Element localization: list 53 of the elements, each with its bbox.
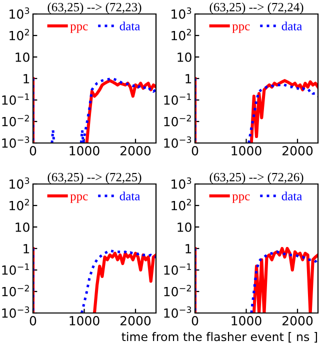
x-tick-label: 2000 (282, 146, 313, 156)
x-tick-label: 2000 (120, 146, 151, 156)
y-tick-label: 10$^{−1}$ (164, 264, 191, 275)
y-tick-label: 10$^{−2}$ (164, 114, 191, 126)
y-tick-label: 10$^{−3}$ (2, 306, 30, 318)
legend-label: data (120, 22, 140, 30)
y-tick-label: 10$^{2}$ (10, 198, 29, 210)
y-tick-label: 10$^{2}$ (10, 28, 29, 40)
y-tick-label: 10$^{−2}$ (2, 284, 29, 296)
y-tick-label: 10$^{3}$ (172, 177, 192, 189)
y-tick-label: 1 (186, 244, 192, 254)
x-tick-label: 2000 (282, 316, 313, 326)
legend-label: ppc (70, 194, 88, 203)
y-tick-label: 10$^{3}$ (10, 177, 30, 189)
y-tick-label: 10$^{2}$ (172, 28, 191, 40)
y-tick-label: 10$^{3}$ (10, 7, 30, 19)
y-tick-label: 10$^{−3}$ (2, 136, 30, 148)
y-tick-label: 10$^{−1}$ (2, 94, 29, 105)
chart-title: (63,25) --> (72,25) (48, 172, 142, 184)
y-tick-label: 10$^{−1}$ (164, 94, 191, 105)
legend-label: ppc (70, 24, 88, 33)
y-tick-label: 10 (178, 52, 192, 62)
y-tick-label: 1 (24, 74, 30, 84)
x-tick-label: 2000 (120, 316, 151, 326)
y-tick-label: 10$^{−2}$ (2, 114, 29, 126)
y-tick-label: 10 (178, 222, 192, 232)
legend-label: data (120, 192, 140, 200)
x-tick-label: 0 (192, 146, 198, 156)
y-tick-label: 10 (16, 222, 30, 232)
legend-label: data (282, 192, 302, 200)
text: ppc (232, 194, 250, 203)
x-axis-title: time from the flasher event [ ns ] (122, 332, 317, 343)
x-tick-label: 1000 (70, 146, 100, 156)
x-tick-label: 1000 (232, 316, 262, 326)
y-tick-label: 1 (24, 244, 30, 254)
y-tick-label: 10$^{−3}$ (164, 306, 192, 318)
chart-title: (63,25) --> (72,23) (48, 2, 142, 14)
y-tick-label: 1 (186, 74, 192, 84)
x-tick-label: 1000 (70, 316, 100, 326)
text: ppc (232, 24, 250, 33)
x-tick-label: 1000 (232, 146, 262, 156)
y-tick-label: 10$^{−1}$ (2, 264, 29, 275)
x-tick-label: 0 (30, 146, 36, 156)
y-tick-label: 10 (16, 52, 30, 62)
y-tick-label: 10$^{−3}$ (164, 136, 192, 148)
y-tick-label: 10$^{2}$ (172, 198, 191, 210)
y-tick-label: 10$^{3}$ (172, 7, 192, 19)
legend-label: data (282, 22, 302, 30)
chart-title: (63,25) --> (72,26) (210, 172, 304, 184)
x-tick-label: 0 (30, 316, 36, 326)
x-tick-label: 0 (192, 316, 198, 326)
chart-title: (63,25) --> (72,24) (210, 2, 304, 14)
y-tick-label: 10$^{−2}$ (164, 284, 191, 296)
